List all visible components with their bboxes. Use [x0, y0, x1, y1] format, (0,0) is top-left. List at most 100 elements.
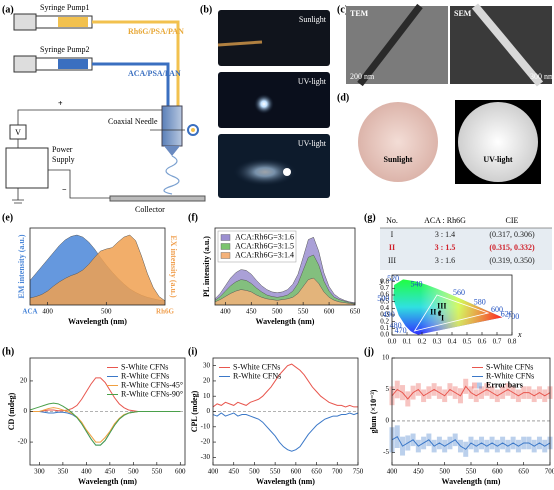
y-tick-label: 0.7	[380, 284, 389, 292]
x-axis-label: Wavelength (nm)	[68, 317, 127, 326]
table-cell: (0.315, 0.332)	[489, 243, 535, 252]
tube	[92, 62, 170, 108]
area	[215, 278, 355, 305]
line	[212, 363, 358, 408]
panel-label: (d)	[337, 92, 349, 103]
legend-label: S-White CFNs	[233, 362, 280, 371]
y-tick-label: 20	[20, 377, 28, 385]
legend-label: R-White CFNs-45°	[121, 380, 183, 389]
legend-swatch	[220, 234, 231, 241]
image-label: SEM	[454, 9, 472, 18]
x-tick-label: 400	[387, 468, 398, 476]
x-tick-label: 600	[175, 468, 186, 476]
legend-label: R-White CFNs	[233, 371, 281, 380]
locus-label: 620	[501, 309, 513, 318]
y-tick-label: 5	[386, 385, 390, 393]
glow	[254, 94, 274, 114]
x-axis-label: Wavelength (nm)	[256, 477, 315, 486]
needle-tip	[164, 146, 180, 156]
table-cell: II	[389, 243, 395, 252]
y-axis-label: CPL (mdeg)	[190, 390, 199, 432]
film-photo	[358, 102, 438, 182]
y-axis-label: y	[379, 276, 384, 285]
plot-frame	[29, 227, 166, 306]
syringe-fluid	[58, 59, 88, 69]
label: Coaxial Needle	[108, 117, 158, 126]
table-cell: I	[391, 230, 394, 239]
x-tick-label: 600	[492, 468, 503, 476]
fiber	[471, 3, 544, 87]
y-tick-label: -20	[201, 438, 211, 446]
panel-label: (c)	[337, 4, 348, 15]
table-header: CIE	[506, 216, 519, 225]
label: +	[58, 99, 63, 108]
coaxial-needle	[161, 105, 183, 147]
locus-label: 560	[453, 288, 465, 297]
x-axis-label: Wavelength (nm)	[78, 477, 137, 486]
table-cell: 3 : 1.4	[435, 230, 455, 239]
table-cell: 3 : 1.6	[435, 256, 455, 265]
label: Syringe Pump2	[40, 45, 90, 54]
legend-label: S-White CFNs	[486, 362, 533, 371]
x-tick-label: 550	[152, 468, 163, 476]
legend-label: ACA:Rh6G=3:1.5	[235, 241, 294, 250]
plot-frame	[214, 227, 356, 306]
locus-label: 500	[377, 294, 389, 303]
glow	[233, 158, 297, 186]
x-axis-label: Wavelength (nm)	[256, 317, 315, 326]
pump-block	[13, 55, 37, 73]
power-supply	[5, 147, 49, 189]
y-tick-label: 0.2	[380, 317, 389, 325]
x-tick-label: 400	[220, 308, 231, 316]
table-cell: III	[388, 256, 396, 265]
line	[391, 435, 551, 450]
x-tick-label: 750	[353, 468, 364, 476]
y-axis-label: PL intensity (a.u.)	[202, 236, 211, 297]
collector	[109, 195, 206, 202]
locus-label: 540	[411, 280, 423, 289]
line	[214, 277, 356, 305]
panel-label: (j)	[364, 346, 374, 357]
y-tick-label: -10	[201, 422, 211, 430]
y-tick-label: 0.8	[380, 277, 389, 285]
photo-label: UV-light	[298, 139, 327, 148]
x-tick-label: 550	[466, 468, 477, 476]
y-tick-label: 10	[382, 354, 390, 362]
schematic	[5, 13, 206, 204]
locus-label: 490	[383, 310, 395, 319]
x-tick-label: 500	[101, 308, 112, 316]
scale-bar: 200 nm	[350, 72, 375, 81]
x-tick-label: 400	[81, 468, 92, 476]
y-tick-label: 30	[203, 361, 211, 369]
label: Supply	[52, 155, 75, 164]
y-axis-label: glum (×10⁻³)	[369, 389, 378, 433]
locus-label: 600	[491, 305, 503, 314]
panel-label: (a)	[2, 4, 14, 15]
legend-label: ACA:Rh6G=3:1.6	[235, 232, 294, 241]
table-header: No.	[386, 216, 398, 225]
photo-label: Sunlight	[384, 155, 413, 164]
legend-label: S-White CFNs	[121, 362, 168, 371]
sem-image	[450, 6, 552, 84]
x-tick-label: 500	[128, 468, 139, 476]
y-tick-label: 0.5	[380, 297, 389, 305]
line	[214, 236, 356, 303]
panel-label: (i)	[188, 346, 197, 357]
table-cell: (0.317, 0.306)	[489, 230, 535, 239]
x-tick-label: 0.8	[508, 338, 517, 346]
table-cell: (0.319, 0.350)	[489, 256, 535, 265]
line	[391, 385, 551, 400]
locus-label: 580	[474, 297, 486, 306]
legend-label: R-White CFNs	[486, 371, 534, 380]
scale-bar: 300 nm	[530, 72, 554, 81]
panel-label: (f)	[188, 212, 198, 223]
locus-label: 700	[507, 312, 519, 321]
gamut	[413, 294, 490, 332]
y2-axis-label: EX intensity (a.u.)	[169, 235, 178, 298]
tem-image	[346, 6, 448, 84]
x-tick-label: 550	[270, 468, 281, 476]
line	[214, 254, 356, 304]
x-tick-label: 0.1	[403, 338, 412, 346]
legend-label: R-White CFNs	[121, 371, 169, 380]
syringe-fluid	[58, 17, 88, 27]
